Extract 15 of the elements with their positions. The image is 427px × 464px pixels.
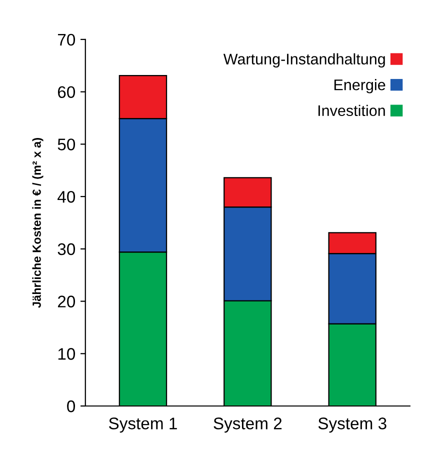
y-tick-label: 70 [58,34,76,46]
legend-label: Investition [318,104,385,116]
legend-label: Energie [334,79,386,94]
y-tick-label: 0 [67,400,76,412]
y-axis-title: Jährliche Kosten in € / (m² x a) [32,138,44,308]
y-tick-label: 30 [58,243,76,256]
x-tick-label: System 3 [318,418,386,433]
legend-label: Wartung-Instandhaltung [223,53,385,68]
x-tick-label: System 2 [214,418,282,433]
y-tick-label: 60 [58,86,76,98]
x-tick-label: System 1 [109,418,177,433]
y-tick-label: 10 [58,348,76,360]
y-tick-label: 20 [58,296,76,308]
y-tick-label: 40 [58,190,76,203]
y-tick-label: 50 [58,138,76,150]
